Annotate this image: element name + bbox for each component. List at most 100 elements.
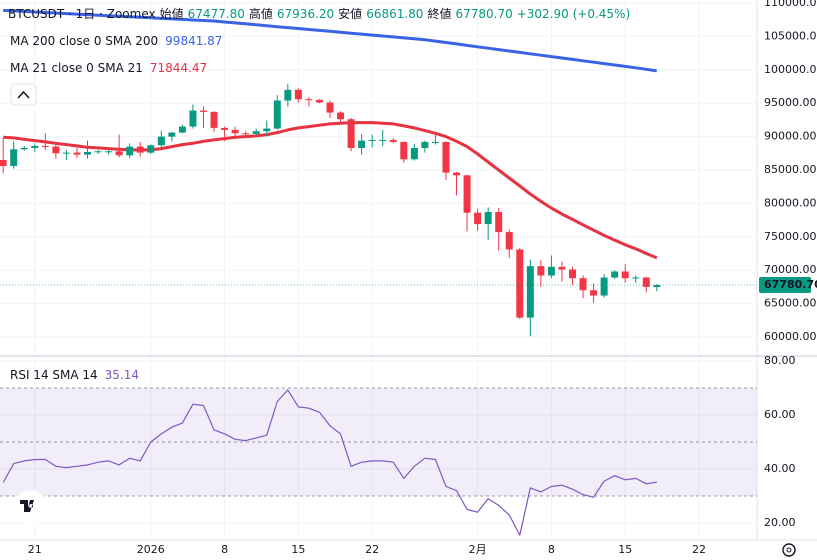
ohlc-value: 67936.20: [277, 7, 334, 21]
candle-body: [537, 266, 545, 276]
candle-body: [315, 99, 323, 103]
candle-body: [368, 139, 376, 141]
ohlc-label: 高値: [249, 6, 273, 21]
y-tick-label: 95000.00: [764, 96, 817, 109]
price-change: +302.90 (+0.45%): [517, 7, 630, 21]
candle-body: [294, 89, 302, 100]
y-tick-label: 60000.00: [764, 330, 817, 343]
candle-body: [547, 266, 555, 276]
indicator-legend: MA 21 close 0 SMA 21 71844.47: [10, 61, 207, 75]
x-tick-label: 8: [221, 543, 228, 556]
candle-body: [41, 145, 49, 147]
symbol-title: BTCUSDT · 1日 · Zoomex: [8, 7, 156, 21]
candle-body: [590, 290, 598, 296]
y-tick-label: 80000.00: [764, 196, 817, 209]
candle-body: [632, 277, 640, 279]
rsi-line: [2, 389, 657, 536]
candle-body: [62, 152, 70, 154]
candle-body: [231, 129, 239, 134]
indicator-value: 71844.47: [150, 61, 207, 75]
candle-body: [252, 131, 260, 134]
candle-body: [442, 141, 450, 173]
collapse-button[interactable]: [10, 83, 37, 106]
indicator-legend: RSI 14 SMA 14 35.14: [10, 368, 139, 382]
candle-body: [421, 141, 429, 148]
candle-body: [199, 110, 207, 112]
y-tick-label: 85000.00: [764, 163, 817, 176]
y-tick-label: 40.00: [764, 462, 796, 475]
candle-body: [94, 151, 102, 153]
candle-body: [337, 112, 345, 120]
candle-body: [505, 232, 513, 250]
last-price-label: 67780.70: [764, 278, 817, 291]
x-tick-label: 21: [28, 543, 42, 556]
y-tick-label: 60.00: [764, 408, 796, 421]
ohlc-value: 67780.70: [455, 7, 512, 21]
candle-body: [189, 110, 197, 127]
y-tick-label: 80.00: [764, 354, 796, 367]
candle-body: [474, 212, 482, 225]
candle-body: [73, 152, 81, 155]
x-tick-label: 15: [618, 543, 632, 556]
y-tick-label: 100000.00: [764, 63, 817, 76]
logo-back: [14, 490, 48, 524]
chevron-icon[interactable]: [17, 90, 30, 99]
candle-body: [579, 278, 587, 291]
candle-body: [453, 172, 461, 176]
candle-body: [136, 146, 144, 153]
indicator-name: MA 21 close 0 SMA 21: [10, 61, 143, 75]
ohlc-label: 安値: [338, 6, 362, 21]
candle-body: [526, 266, 534, 318]
gear[interactable]: [782, 543, 796, 557]
settings-icon[interactable]: [782, 543, 796, 557]
indicator-value: 99841.87: [165, 34, 222, 48]
last-price-tag: [759, 276, 811, 293]
candle-body: [379, 139, 387, 141]
indicator-value: 35.14: [105, 368, 139, 382]
indicator-legend: MA 200 close 0 SMA 200 99841.87: [10, 34, 222, 48]
candle-body: [115, 151, 123, 156]
candle-body: [263, 128, 271, 132]
candle-body: [389, 139, 397, 142]
button-frame[interactable]: [10, 83, 37, 106]
candle-body: [0, 159, 7, 166]
x-tick-label: 2026: [137, 543, 165, 556]
candle-body: [410, 147, 418, 160]
y-tick-label: 90000.00: [764, 130, 817, 143]
candle-body: [273, 100, 281, 129]
candle-body: [157, 136, 165, 146]
y-tick-label: 105000.00: [764, 29, 817, 42]
candle-body: [431, 141, 439, 143]
candle-body: [168, 132, 176, 137]
candle-body: [242, 133, 250, 135]
candle-body: [326, 102, 334, 113]
candle-body: [126, 146, 134, 156]
x-tick-label: 22: [365, 543, 379, 556]
gear-hub[interactable]: [786, 547, 792, 553]
candle-body: [84, 151, 92, 155]
candle-body: [347, 119, 355, 148]
y-tick-label: 20.00: [764, 516, 796, 529]
y-tick-label: 70000.00: [764, 263, 817, 276]
candle-body: [653, 284, 661, 288]
candle-body: [484, 212, 492, 225]
candle-body: [178, 126, 186, 133]
candle-body: [221, 127, 229, 130]
ohlc-value: 67477.80: [188, 7, 245, 21]
indicator-name: MA 200 close 0 SMA 200: [10, 34, 158, 48]
candle-body: [516, 249, 524, 318]
candle-body: [642, 277, 650, 287]
candle-body: [147, 145, 155, 153]
candle-body: [284, 89, 292, 101]
candle-body: [400, 141, 408, 160]
moving-average-line: [3, 121, 658, 260]
candle-body: [611, 271, 619, 278]
y-tick-label: 110000.00: [764, 0, 817, 9]
moving-average-line: [3, 8, 658, 73]
ohlc-label: 終値: [427, 6, 451, 21]
logo-mark: [20, 500, 34, 512]
